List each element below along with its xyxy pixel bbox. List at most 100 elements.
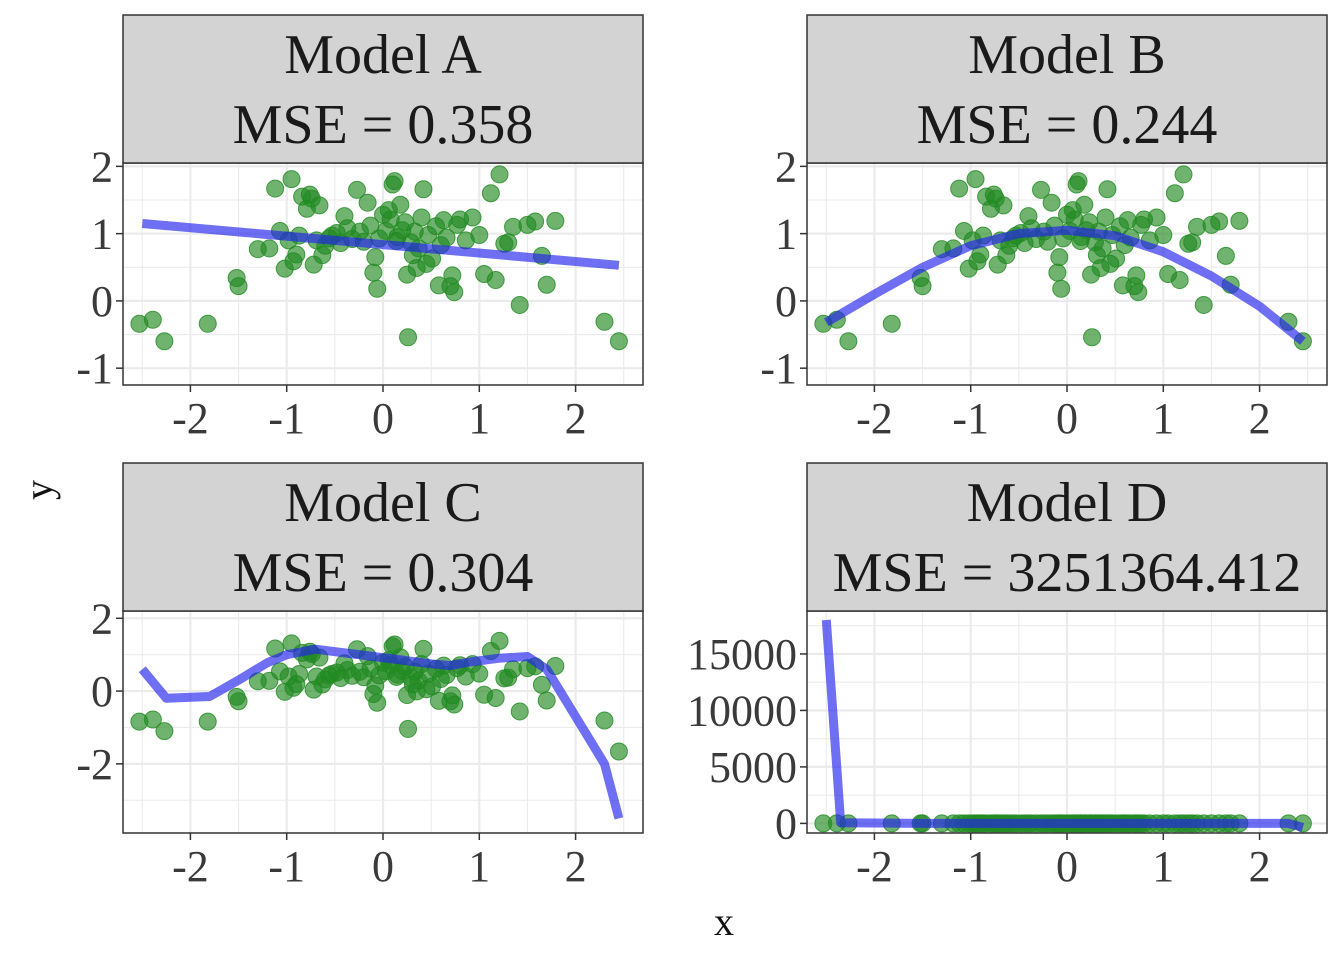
strip-background [806,14,1328,164]
x-tick-label: 0 [1056,394,1078,443]
data-point [546,211,565,230]
x-tick-label: 0 [1056,842,1078,891]
y-tick-label: 0 [91,277,113,326]
data-point [385,172,404,191]
data-point [412,208,431,227]
x-tick-label: -1 [268,842,305,891]
data-point [1230,211,1249,230]
data-point [950,179,969,198]
data-point [1052,279,1071,298]
x-tick-label: 2 [565,394,587,443]
data-point [470,664,489,683]
data-point [499,233,518,252]
x-tick-label: -2 [856,394,893,443]
data-point [229,277,248,296]
data-point [1042,193,1061,212]
data-point [198,314,217,333]
data-point [1216,246,1235,265]
data-point [1154,225,1173,244]
data-point [260,239,279,258]
data-point [510,702,529,721]
data-point [526,212,545,231]
y-tick-label: 1 [91,210,113,259]
data-point [1183,233,1202,252]
x-tick-label: 1 [468,394,490,443]
facet-panels: Model A MSE = 0.358 -2 -1 0 1 2 -1 0 1 2 Model B MSE… [76,14,1328,891]
data-point [1210,212,1229,231]
data-point [1093,239,1112,258]
x-tick-label: 1 [1152,394,1174,443]
y-tick-label: 0 [775,277,797,326]
y-tick-label: 2 [91,594,113,643]
x-tick-label: 2 [1249,394,1271,443]
strip-background [806,462,1328,612]
fit-line [141,219,620,270]
y-tick-label: -2 [76,740,113,789]
data-point [266,179,285,198]
data-point [490,165,509,184]
y-tick-label: 2 [775,142,797,191]
x-axis-title: x [714,899,734,944]
x-tick-label: 2 [565,842,587,891]
y-tick-label: 1 [775,210,797,259]
x-tick-label: 1 [1152,842,1174,891]
data-point [537,691,556,710]
x-tick-label: -2 [856,842,893,891]
data-point [1174,165,1193,184]
data-point [1048,263,1067,282]
data-point [364,263,383,282]
y-tick-label: 10000 [687,686,797,735]
x-tick-label: -1 [952,394,989,443]
x-tick-label: -2 [172,394,209,443]
data-point [443,266,462,285]
data-point [1083,328,1102,347]
y-axis-title: y [16,480,61,500]
data-point [366,248,385,267]
data-point [839,332,858,351]
data-point [486,271,505,290]
data-point [287,245,306,264]
data-point [358,193,377,212]
x-tick-label: -2 [172,842,209,891]
data-point [229,692,248,711]
data-point [537,275,556,294]
strip-title: Model B [968,24,1166,86]
data-point [1032,180,1050,199]
fit-line [821,619,1305,832]
x-tick-label: 0 [372,842,394,891]
data-point [348,180,366,199]
data-point [490,631,509,650]
data-point [1096,208,1115,227]
strip-title: Model A [284,24,482,86]
x-tick-label: 2 [1249,842,1271,891]
data-point [1129,283,1148,302]
y-tick-label: -1 [76,344,113,393]
data-point [609,742,628,761]
strip-background [122,14,644,164]
data-point [368,279,387,298]
strip-mse: MSE = 0.358 [233,94,534,156]
data-point [882,314,901,333]
fit-line [824,225,1306,345]
facet-panel: Model A MSE = 0.358 -2 -1 0 1 2 -1 0 1 2 [76,14,644,443]
x-tick-label: -1 [952,842,989,891]
data-point [1170,271,1189,290]
data-point [1069,172,1088,191]
facet-panel: Model D MSE = 3251364.412 -2 -1 0 1 2 0 5000 1000… [687,462,1328,891]
strip-mse: MSE = 0.304 [233,542,534,604]
data-point [445,283,464,302]
fit-line [138,644,624,820]
y-tick-label: 15000 [687,630,797,679]
data-point [1050,248,1069,267]
data-point [282,170,301,189]
strip-background [122,462,644,612]
data-point [1107,249,1126,268]
data-point [470,225,489,244]
data-point [1147,208,1166,227]
data-point [399,328,418,347]
data-point [368,693,387,712]
data-point [595,711,614,730]
data-point [310,196,329,215]
y-tick-label: -1 [760,344,797,393]
